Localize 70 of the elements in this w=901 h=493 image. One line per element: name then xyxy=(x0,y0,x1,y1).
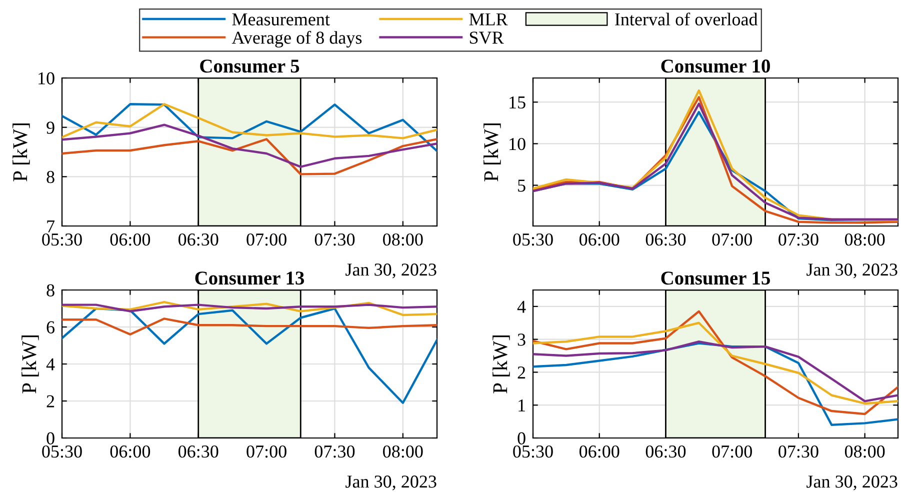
x-tick-label: 06:30 xyxy=(646,445,686,458)
y-tick-label: 8 xyxy=(46,284,54,296)
legend-label: Average of 8 days xyxy=(232,30,362,48)
x-tick-label: 06:30 xyxy=(646,233,686,246)
x-tick-label: 05:30 xyxy=(42,445,82,458)
y-tick-label: 6 xyxy=(46,321,55,334)
chart-title: Consumer 13 xyxy=(195,272,304,285)
x-tick-label: 05:30 xyxy=(513,445,553,458)
x-tick-label: 08:00 xyxy=(844,445,885,458)
x-tick-label: 06:00 xyxy=(110,233,150,246)
x-tick-label: 05:30 xyxy=(513,233,553,246)
chart-title: Consumer 10 xyxy=(661,60,770,73)
x-tick-label: 08:00 xyxy=(383,445,423,458)
x-tick-label: 06:00 xyxy=(110,445,150,458)
text: Jan 30, 2023 xyxy=(806,264,898,278)
y-tick-label: 3 xyxy=(518,334,526,346)
x-tick-label: 08:00 xyxy=(844,233,885,246)
text: Jan 30, 2023 xyxy=(806,476,898,490)
x-tick-label: 07:30 xyxy=(778,445,818,458)
line-series xyxy=(62,307,437,404)
line-series xyxy=(62,103,437,140)
chart-title: Consumer 15 xyxy=(661,272,770,285)
y-tick-label: 10 xyxy=(38,72,54,84)
text: Jan 30, 2023 xyxy=(346,476,436,490)
line-series xyxy=(62,304,437,312)
y-tick-label: 7 xyxy=(47,220,55,232)
x-tick-label: 06:30 xyxy=(178,233,218,246)
y-tick-label: 2 xyxy=(518,366,526,378)
x-tick-label: 05:30 xyxy=(42,233,82,246)
y-axis-title: P [kW] xyxy=(492,336,510,394)
legend-label: SVR xyxy=(470,32,504,44)
line-series xyxy=(62,138,437,176)
legend-label: Interval of overload xyxy=(615,12,758,26)
x-tick-label: 08:00 xyxy=(383,233,423,246)
y-tick-label: 8 xyxy=(46,170,54,184)
x-tick-label: 07:00 xyxy=(246,445,286,458)
y-tick-label: 0 xyxy=(46,432,54,444)
text: Jan 30, 2023 xyxy=(346,264,436,278)
x-tick-label: 06:00 xyxy=(579,233,620,246)
x-tick-label: 06:30 xyxy=(178,445,218,458)
y-tick-label: 2 xyxy=(46,395,54,408)
x-tick-label: 07:30 xyxy=(314,445,355,458)
x-tick-label: 07:30 xyxy=(314,233,355,246)
x-tick-label: 07:30 xyxy=(778,233,818,246)
y-axis-title: P [kW] xyxy=(22,336,39,394)
line-series xyxy=(62,103,437,152)
y-tick-label: 1 xyxy=(518,399,525,412)
line-series xyxy=(62,300,437,316)
x-tick-label: 07:00 xyxy=(712,233,752,246)
y-tick-label: 5 xyxy=(518,180,526,192)
legend-label: MLR xyxy=(469,13,508,26)
x-tick-label: 07:00 xyxy=(246,233,286,246)
y-tick-label: 9 xyxy=(46,122,54,134)
y-tick-label: 0 xyxy=(518,432,526,444)
y-tick-label: 4 xyxy=(517,300,526,313)
line-series xyxy=(62,318,437,336)
y-tick-label: 15 xyxy=(510,96,526,109)
line-series xyxy=(533,322,898,405)
y-tick-label: 10 xyxy=(510,138,526,150)
x-tick-label: 07:00 xyxy=(712,445,752,458)
y-tick-label: 4 xyxy=(46,358,55,370)
chart-title: Consumer 5 xyxy=(200,60,300,73)
line-series xyxy=(533,310,898,416)
line-series xyxy=(62,124,437,168)
y-axis-title: P [kW] xyxy=(12,124,30,182)
legend-label: Measurement xyxy=(232,13,330,26)
line-series xyxy=(533,342,898,426)
line-series xyxy=(533,340,898,402)
x-tick-label: 06:00 xyxy=(579,445,620,458)
y-axis-title: P [kW] xyxy=(484,124,501,182)
